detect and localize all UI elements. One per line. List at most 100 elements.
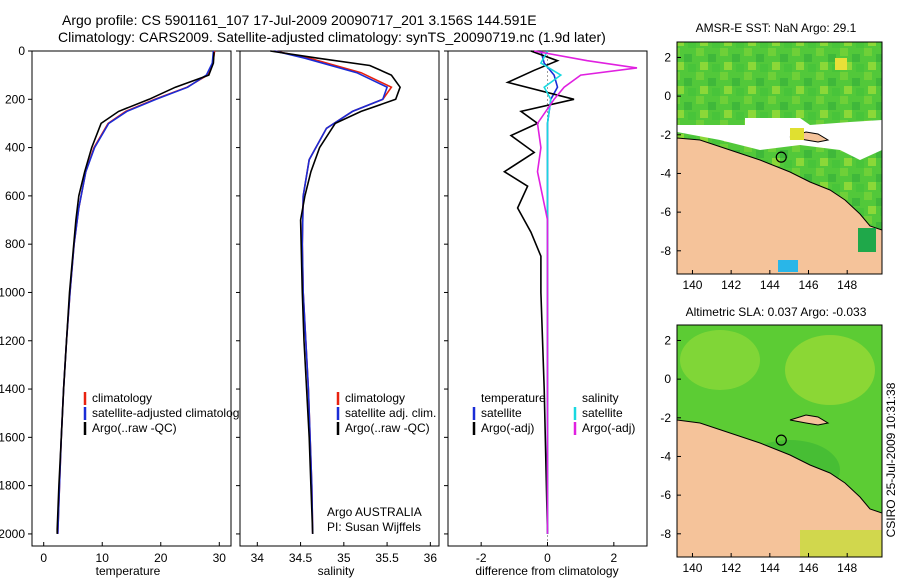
sla-map-frame — [676, 324, 883, 558]
map-x-tick-label: 140 — [682, 278, 702, 292]
temperature-axes-frame — [31, 50, 232, 547]
series-argo-raw-qc- — [56, 52, 215, 534]
sla-island — [789, 414, 830, 426]
legend-sal-clim: climatology — [345, 391, 405, 405]
sst-map-frame — [676, 41, 883, 275]
map-x-tick-label: 148 — [837, 561, 857, 575]
y-tick-label: 1000 — [0, 285, 25, 299]
series-satellite-adj-clim- — [274, 50, 389, 534]
salinity-xlabel: salinity — [318, 564, 355, 578]
sst-map-title: AMSR-E SST: NaN Argo: 29.1 — [696, 21, 857, 35]
sla-blob — [680, 330, 760, 390]
y-tick-label: 800 — [5, 237, 25, 251]
legend-diff-t-argo: Argo(-adj) — [481, 421, 534, 435]
y-tick-label: 0 — [18, 44, 25, 58]
difference-ticks: -2 0 2 — [444, 50, 617, 565]
sla-map-title: Altimetric SLA: 0.037 Argo: -0.033 — [686, 305, 867, 319]
sst-land — [677, 137, 882, 274]
legend-diff-s-header: salinity — [582, 391, 619, 405]
difference-xlabel: difference from climatology — [475, 564, 618, 578]
salinity-legend: climatology satellite adj. clim. Argo(..… — [336, 391, 436, 435]
y-tick-label: 1800 — [0, 479, 25, 493]
salinity-axes-frame — [239, 50, 440, 547]
legend-sal-sat: satellite adj. clim. — [345, 406, 436, 420]
map-x-tick-label: 142 — [721, 561, 741, 575]
map-y-tick-label: -4 — [660, 166, 671, 180]
map-y-tick-label: 0 — [664, 89, 671, 103]
map-x-tick-label: 146 — [798, 561, 818, 575]
map-x-tick-label: 146 — [798, 278, 818, 292]
y-tick-label: 1400 — [0, 382, 25, 396]
x-tick-label: 10 — [96, 551, 110, 565]
credit-line2: PI: Susan Wijffels — [327, 520, 421, 534]
sst-warm-pixel — [835, 58, 847, 70]
map-y-tick-label: -2 — [660, 411, 671, 425]
legend-sal-argo: Argo(..raw -QC) — [345, 421, 430, 435]
y-tick-label: 1200 — [0, 334, 25, 348]
x-tick-label: 2 — [610, 551, 617, 565]
y-tick-label: 400 — [5, 141, 25, 155]
temperature-xlabel: temperature — [96, 564, 161, 578]
legend-temp-sat: satellite-adjusted climatology — [92, 406, 245, 420]
map-x-tick-label: 148 — [837, 278, 857, 292]
x-tick-label: 20 — [154, 551, 168, 565]
map-x-tick-label: 140 — [682, 561, 702, 575]
map-y-tick-label: -8 — [660, 527, 671, 541]
x-tick-label: 35 — [337, 551, 351, 565]
map-x-tick-label: 144 — [760, 278, 780, 292]
legend-diff-s-argo: Argo(-adj) — [582, 421, 635, 435]
sla-land — [677, 419, 882, 557]
salinity-ticks: 34 34.5 35 35.5 36 — [236, 50, 438, 565]
x-tick-label: 30 — [213, 551, 227, 565]
sla-argo-point — [775, 434, 787, 446]
salinity-panel: 34 34.5 35 35.5 36 salinity climatology sate… — [236, 50, 440, 578]
y-tick-label: 200 — [5, 92, 25, 106]
sst-pixel-block — [858, 228, 876, 252]
temperature-ticks: 0 10 20 30 0 200 400 600 800 1000 1200 1400 1600 1800… — [0, 44, 226, 565]
salinity-lines — [270, 50, 401, 534]
difference-legend: temperature satellite Argo(-adj) salinit… — [472, 391, 635, 435]
map-y-tick-label: 2 — [664, 333, 671, 347]
series-temperature-argo-adj- — [502, 50, 575, 534]
map-y-tick-label: -6 — [660, 205, 671, 219]
sst-cold-pixels — [778, 260, 798, 272]
sla-map: Altimetric SLA: 0.037 Argo: -0.033 140 14… — [660, 305, 883, 575]
legend-diff-s-sat: satellite — [582, 406, 623, 420]
map-y-tick-label: 0 — [664, 372, 671, 386]
sla-blob — [785, 335, 875, 405]
header-line1: Argo profile: CS 5901161_107 17-Jul-2009… — [62, 12, 537, 28]
temperature-lines — [56, 50, 216, 534]
sst-warm-pixel-2 — [790, 128, 804, 140]
legend-temp-clim: climatology — [92, 391, 152, 405]
y-tick-label: 1600 — [0, 430, 25, 444]
x-tick-label: -2 — [476, 551, 487, 565]
y-tick-label: 2000 — [0, 527, 25, 541]
x-tick-label: 34.5 — [289, 551, 313, 565]
csiro-stamp: CSIRO 25-Jul-2009 10:31:38 — [884, 382, 898, 537]
sst-argo-point — [775, 151, 787, 163]
map-y-tick-label: -2 — [660, 128, 671, 142]
x-tick-label: 36 — [424, 551, 438, 565]
map-x-tick-label: 142 — [721, 278, 741, 292]
x-tick-label: 35.5 — [375, 551, 399, 565]
sla-yellow-region — [800, 530, 882, 557]
sst-map-ticks: 140 142 144 146 148 2 0 -2 -4 -6 -8 — [660, 50, 857, 292]
map-y-tick-label: -6 — [660, 488, 671, 502]
legend-temp-argo: Argo(..raw -QC) — [92, 421, 177, 435]
series-salinity-argo-adj- — [534, 50, 638, 534]
difference-lines — [502, 50, 638, 546]
credit-line1: Argo AUSTRALIA — [327, 505, 422, 519]
map-y-tick-label: 2 — [664, 50, 671, 64]
y-tick-label: 600 — [5, 189, 25, 203]
difference-panel: -2 0 2 difference from climatology tempera… — [444, 50, 648, 578]
x-tick-label: 34 — [251, 551, 265, 565]
sst-map: AMSR-E SST: NaN Argo: 29.1 140 142 144 146 1… — [660, 21, 883, 292]
series-argo-raw-qc- — [270, 50, 401, 534]
map-y-tick-label: -8 — [660, 244, 671, 258]
legend-diff-t-sat: satellite — [481, 406, 522, 420]
x-tick-label: 0 — [40, 551, 47, 565]
map-y-tick-label: -4 — [660, 449, 671, 463]
temperature-legend: climatology satellite-adjusted climatolo… — [83, 391, 245, 435]
x-tick-label: 0 — [544, 551, 551, 565]
